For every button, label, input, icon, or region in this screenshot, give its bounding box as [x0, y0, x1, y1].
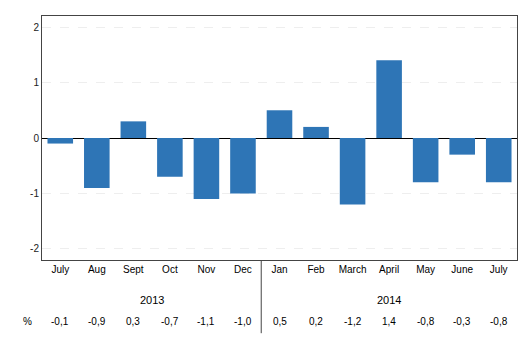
svg-text:1: 1 [33, 77, 39, 88]
svg-text:Jan: Jan [271, 264, 287, 275]
svg-text:2013: 2013 [140, 294, 164, 306]
svg-text:July: July [51, 264, 69, 275]
svg-text:Dec: Dec [234, 264, 252, 275]
svg-text:Sept: Sept [123, 264, 144, 275]
svg-text:-1,0: -1,0 [234, 316, 252, 327]
svg-text:-0,1: -0,1 [51, 316, 69, 327]
svg-text:-0,7: -0,7 [161, 316, 179, 327]
svg-text:0,5: 0,5 [273, 316, 287, 327]
svg-text:%: % [23, 316, 32, 327]
svg-text:-1: -1 [30, 188, 39, 199]
svg-text:1,4: 1,4 [382, 316, 396, 327]
svg-text:-0,8: -0,8 [490, 316, 508, 327]
svg-text:0,3: 0,3 [126, 316, 140, 327]
svg-text:July: July [490, 264, 508, 275]
svg-text:March: March [339, 264, 367, 275]
svg-text:Nov: Nov [198, 264, 216, 275]
svg-text:-1,2: -1,2 [344, 316, 362, 327]
svg-text:-1,1: -1,1 [197, 316, 215, 327]
svg-text:Feb: Feb [307, 264, 325, 275]
svg-text:Aug: Aug [88, 264, 106, 275]
svg-text:-0,9: -0,9 [88, 316, 106, 327]
svg-text:2: 2 [33, 22, 39, 33]
svg-text:June: June [451, 264, 473, 275]
svg-text:0: 0 [33, 133, 39, 144]
svg-text:-0,3: -0,3 [453, 316, 471, 327]
svg-text:-0,8: -0,8 [417, 316, 435, 327]
svg-text:-2: -2 [30, 243, 39, 254]
svg-text:2014: 2014 [377, 294, 401, 306]
svg-text:0,2: 0,2 [309, 316, 323, 327]
svg-text:April: April [379, 264, 399, 275]
svg-text:May: May [416, 264, 435, 275]
svg-text:Oct: Oct [162, 264, 178, 275]
